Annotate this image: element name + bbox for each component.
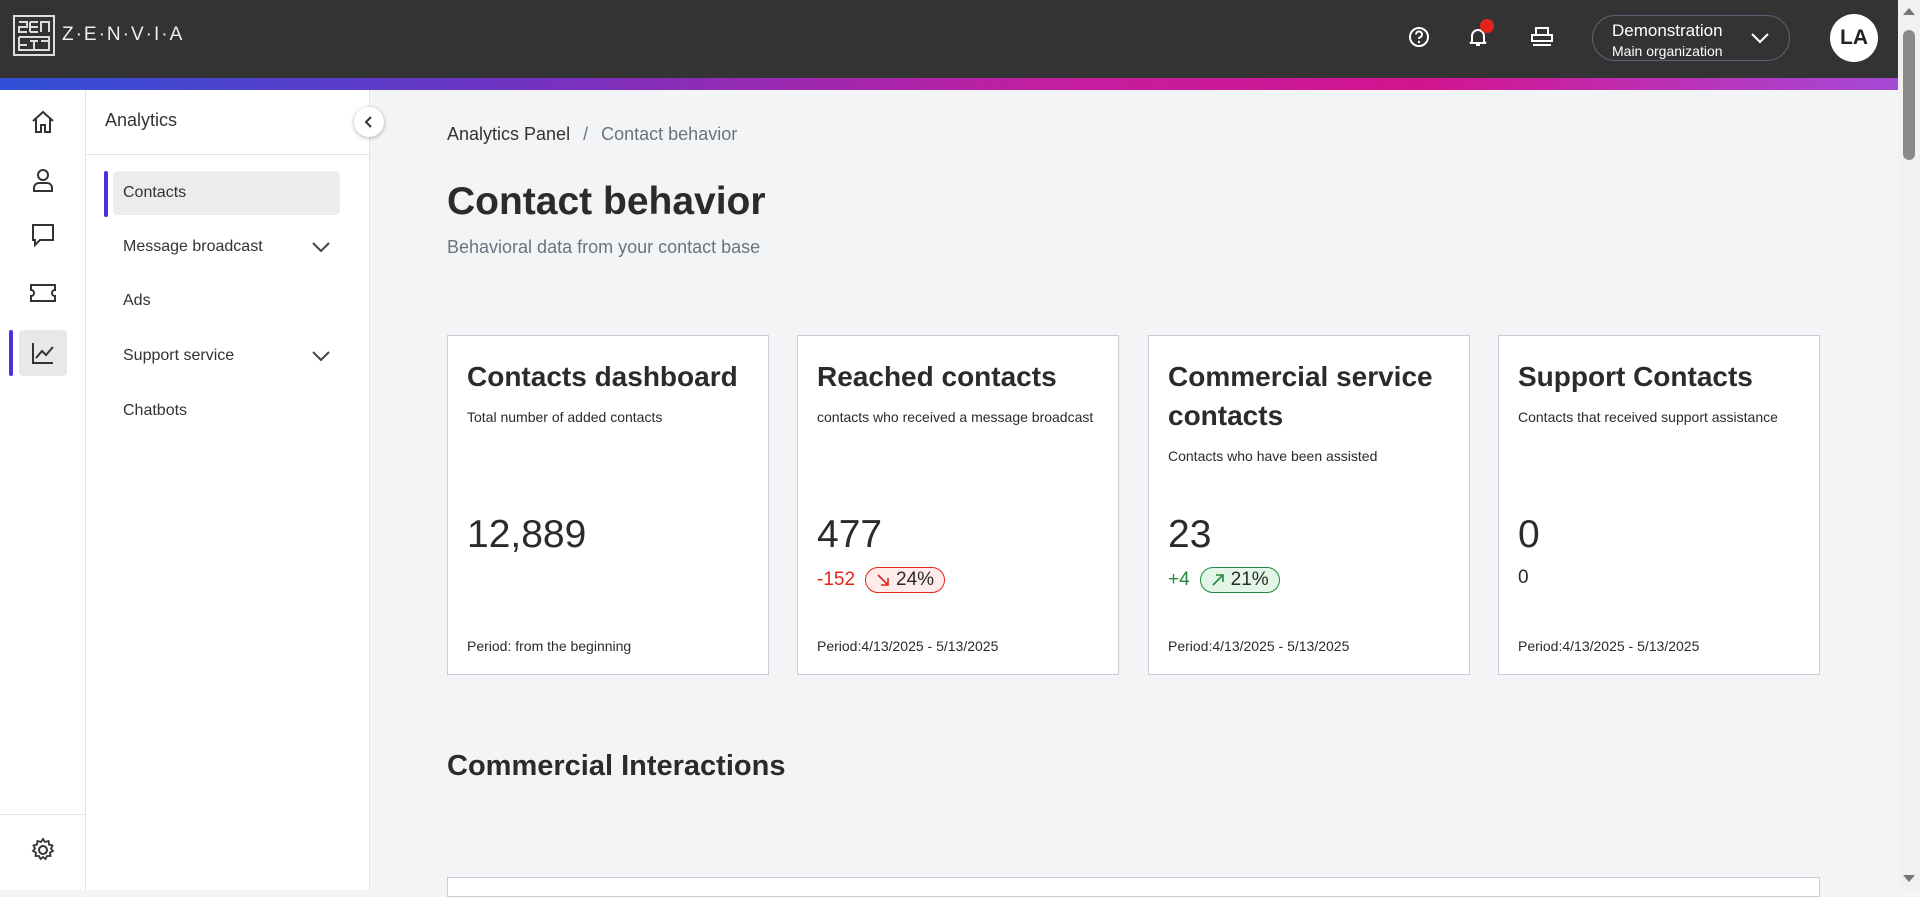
commercial-interactions-panel	[447, 877, 1820, 897]
card-description: Total number of added contacts	[467, 409, 663, 425]
active-indicator	[104, 171, 108, 217]
card-value: 12,889	[467, 513, 587, 556]
trend-badge: 21%	[1199, 567, 1280, 593]
breadcrumb-current: Contact behavior	[601, 124, 738, 144]
card-description: Contacts who have been assisted	[1168, 448, 1378, 464]
help-icon[interactable]	[1404, 22, 1434, 52]
arrow-down-right-icon	[877, 574, 889, 586]
analytics-icon[interactable]	[19, 330, 67, 376]
section-title: Commercial Interactions	[447, 750, 786, 782]
card-period: Period:4/13/2025 - 5/13/2025	[1168, 638, 1350, 654]
printer-icon[interactable]	[1527, 22, 1557, 52]
scrollbar-thumb[interactable]	[1903, 30, 1915, 160]
card-period: Period:4/13/2025 - 5/13/2025	[817, 638, 999, 654]
sidebar-title: Analytics	[105, 110, 178, 130]
card-contacts-dashboard: Contacts dashboard Total number of added…	[447, 335, 769, 675]
trend-badge: 24%	[865, 567, 946, 593]
sidebar-item-label: Message broadcast	[123, 238, 263, 255]
card-title: Contacts dashboard	[467, 361, 738, 392]
ticket-icon[interactable]	[23, 273, 63, 313]
card-value: 0	[1518, 513, 1540, 556]
card-value: 477	[817, 513, 883, 556]
arrow-up-right-icon	[1212, 574, 1224, 586]
page-title: Contact behavior	[447, 180, 766, 223]
card-description: contacts who received a message broadcas…	[817, 409, 1094, 425]
card-description: Contacts that received support assistanc…	[1518, 409, 1778, 425]
card-period: Period: from the beginning	[467, 638, 632, 654]
sidebar-divider	[86, 154, 370, 155]
page-scrollbar[interactable]	[1898, 0, 1920, 890]
brand-gradient-bar	[0, 78, 1898, 90]
scroll-up-arrow-icon[interactable]	[1903, 8, 1915, 15]
card-value: 23	[1168, 513, 1212, 556]
breadcrumb-separator: /	[583, 124, 589, 144]
chevron-left-icon	[364, 116, 372, 128]
card-commercial-service-contacts: Commercial service contacts Contacts who…	[1148, 335, 1470, 675]
card-delta: +4	[1168, 569, 1190, 590]
card-delta: -152	[817, 569, 856, 590]
page-subtitle: Behavioral data from your contact base	[447, 237, 761, 257]
card-title: Reached contacts	[817, 361, 1057, 392]
chevron-down-icon	[310, 237, 332, 262]
card-title: Support Contacts	[1518, 361, 1753, 392]
brand-name: Z·E·N·V·I·A	[62, 24, 185, 45]
active-indicator	[9, 330, 13, 376]
trend-percent: 24%	[896, 569, 935, 590]
sidebar-item-label: Ads	[123, 292, 151, 309]
sidebar-item-label: Contacts	[123, 184, 187, 201]
breadcrumb: Analytics Panel / Contact behavior	[447, 124, 737, 145]
collapse-sidebar-button[interactable]	[354, 107, 384, 137]
card-support-contacts: Support Contacts Contacts that received …	[1498, 335, 1820, 675]
breadcrumb-analytics-panel[interactable]: Analytics Panel	[447, 124, 571, 144]
chevron-down-icon	[310, 346, 332, 371]
sidebar-item-message-broadcast[interactable]: Message broadcast	[113, 225, 340, 269]
card-title: Commercial service contacts	[1168, 361, 1433, 431]
avatar[interactable]: LA	[1830, 14, 1878, 62]
org-subtitle: Main organization	[1612, 43, 1723, 59]
top-header: Z·E·N·V·I·A Demonstration Main organizat…	[0, 0, 1898, 78]
organization-selector[interactable]: Demonstration Main organization	[1592, 15, 1790, 61]
chevron-down-icon	[1749, 27, 1771, 54]
notification-dot	[1480, 19, 1494, 33]
rail-divider	[0, 814, 86, 815]
card-period: Period:4/13/2025 - 5/13/2025	[1518, 638, 1700, 654]
sidebar-item-support-service[interactable]: Support service	[113, 334, 340, 378]
sidebar-item-contacts[interactable]: Contacts	[113, 171, 340, 215]
analytics-sidebar: Analytics Contacts Message broadcast Ads…	[86, 90, 370, 890]
chat-icon[interactable]	[23, 215, 63, 255]
sidebar-item-ads[interactable]: Ads	[113, 279, 340, 323]
org-name: Demonstration	[1612, 21, 1723, 40]
settings-icon[interactable]	[23, 830, 63, 870]
trend-percent: 21%	[1230, 569, 1269, 590]
contacts-icon[interactable]	[23, 160, 63, 200]
icon-rail	[0, 90, 86, 890]
sidebar-item-label: Chatbots	[123, 402, 188, 419]
home-icon[interactable]	[23, 102, 63, 142]
sidebar-item-label: Support service	[123, 347, 235, 364]
card-reached-contacts: Reached contacts contacts who received a…	[797, 335, 1119, 675]
scroll-down-arrow-icon[interactable]	[1903, 875, 1915, 882]
zenvia-logo-icon[interactable]	[13, 15, 55, 56]
card-delta: 0	[1518, 567, 1529, 588]
sidebar-item-chatbots[interactable]: Chatbots	[113, 389, 340, 433]
bell-icon[interactable]	[1463, 19, 1494, 52]
